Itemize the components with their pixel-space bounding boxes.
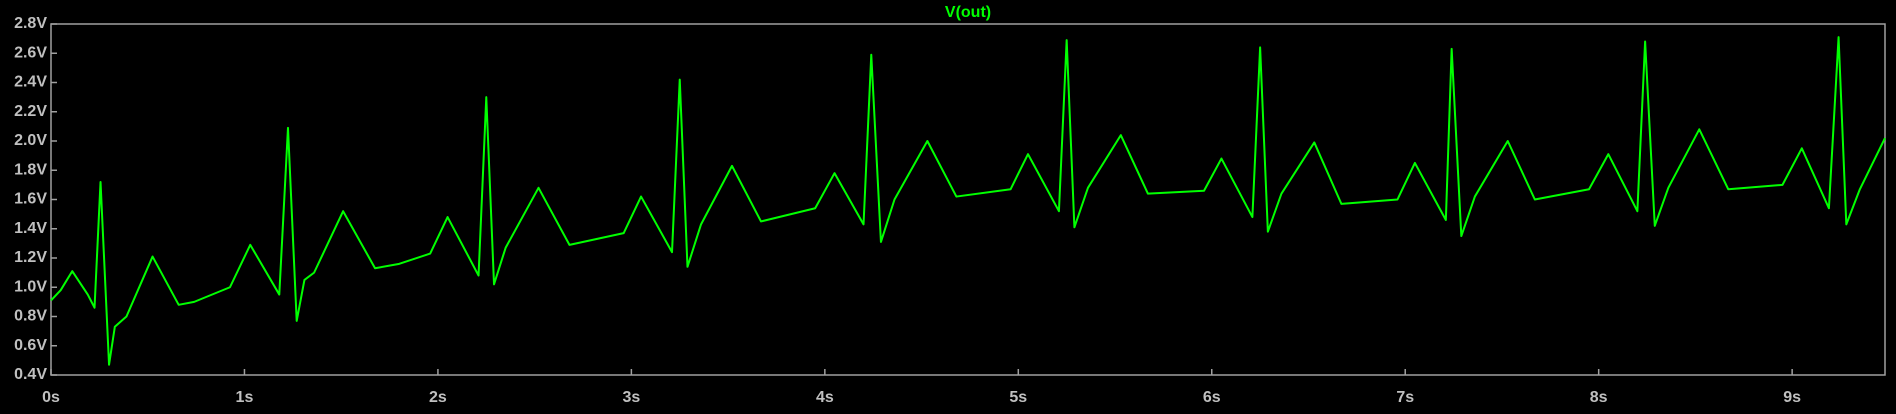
- y-tick-label: 0.8V: [14, 308, 47, 325]
- y-tick-label: 2.4V: [14, 74, 47, 91]
- y-tick-label: 2.0V: [14, 132, 47, 149]
- y-tick-label: 0.6V: [14, 337, 47, 354]
- x-tick-label: 2s: [429, 389, 447, 406]
- x-tick-label: 0s: [42, 389, 60, 406]
- x-tick-label: 9s: [1783, 389, 1801, 406]
- y-tick-label: 2.6V: [14, 44, 47, 61]
- x-tick-label: 7s: [1396, 389, 1414, 406]
- x-tick-label: 6s: [1203, 389, 1221, 406]
- y-tick-label: 1.8V: [14, 161, 47, 178]
- y-tick-label: 1.0V: [14, 278, 47, 295]
- y-tick-label: 2.8V: [14, 15, 47, 32]
- x-tick-label: 8s: [1590, 389, 1608, 406]
- x-tick-label: 1s: [236, 389, 254, 406]
- y-tick-label: 1.2V: [14, 249, 47, 266]
- x-tick-label: 5s: [1009, 389, 1027, 406]
- y-tick-label: 1.6V: [14, 191, 47, 208]
- trace-line: [50, 36, 1886, 366]
- x-tick-label: 4s: [816, 389, 834, 406]
- y-tick-label: 2.2V: [14, 103, 47, 120]
- y-tick-label: 0.4V: [14, 366, 47, 383]
- x-tick-label: 3s: [622, 389, 640, 406]
- trace-label: V(out): [945, 4, 991, 21]
- y-tick-label: 1.4V: [14, 220, 47, 237]
